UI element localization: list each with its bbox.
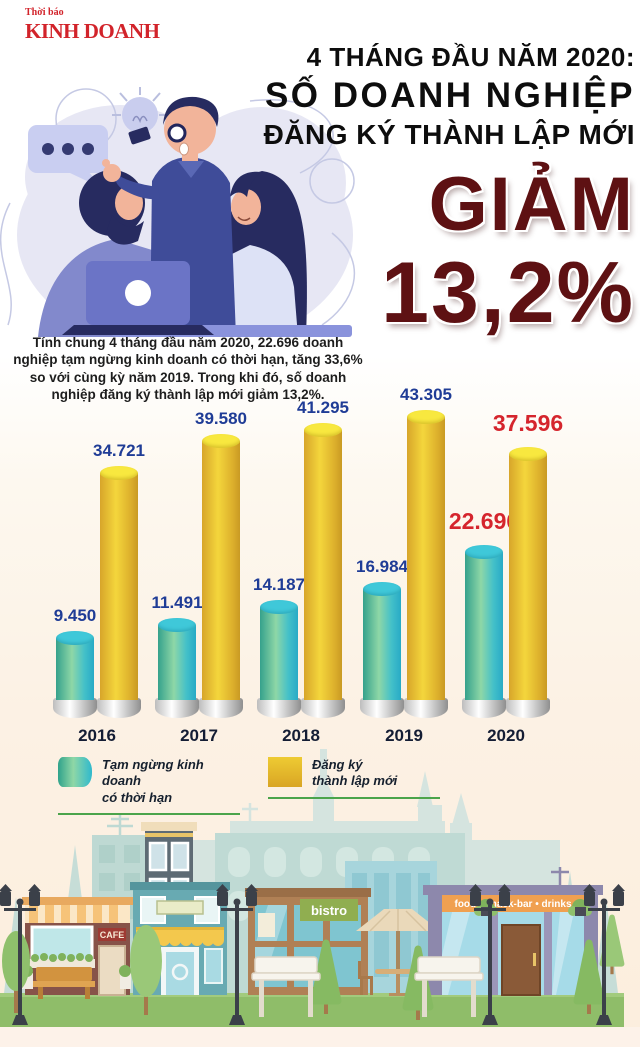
value-label-teal-2016: 9.450 [53,606,97,625]
legend-label-registered: Đăng ký thành lập mới [312,757,398,789]
legend-item-suspended: Tạm ngừng kinh doanh có thời hạn [58,757,240,815]
speech-bubble-icon [28,125,108,189]
bar-top-ellipse [304,423,342,437]
lightbulb-icon [112,87,168,145]
menu-poster [258,913,275,937]
value-label-teal-2017: 11.491 [151,593,203,612]
bistro-building: bistro [245,888,371,995]
bar-teal-2017 [158,618,196,700]
headline-line1: 4 THÁNG ĐẦU NĂM 2020: [306,42,635,72]
bar-top-ellipse [407,410,445,424]
bar-pedestal-2016-yellow [97,698,141,718]
bar-pedestal-2020-teal [462,698,506,718]
bar-teal-2020 [465,545,503,700]
legend-item-registered: Đăng ký thành lập mới [268,757,440,799]
bistro-sign-text: bistro [311,903,347,918]
headline-emphasis-value: 13,2% [381,245,635,342]
woman-right [211,171,307,337]
bar-pedestal-2020-yellow [506,698,550,718]
sidewalk [0,1027,640,1047]
bar-chart: 9.450 34.721 2016 11.491 39.580 2017 14.187 41.… [0,385,640,752]
city-illustration: CAFE [0,749,640,1047]
restaurant-door [161,947,199,995]
intro-paragraph: Tính chung 4 tháng đầu năm 2020, 22.696 … [13,335,363,402]
bar-yellow-2018 [304,423,342,700]
bar-top-ellipse [509,447,547,461]
legend-label-suspended: Tạm ngừng kinh doanh có thời hạn [102,757,204,805]
bar-teal-2018 [260,600,298,700]
value-label-yellow-2020: 37.596 [492,410,564,436]
cafe-building: CAFE [21,897,133,999]
bistro-sign [300,899,358,921]
value-label-teal-2018: 14.187 [253,575,305,594]
cafe-sign-text: CAFE [100,930,125,940]
team-illustration [0,87,356,337]
bar-top-ellipse [100,466,138,480]
x-axis-label-2017: 2017 [180,726,218,745]
headline-line3: ĐĂNG KÝ THÀNH LẬP MỚI [263,119,635,150]
bar-top-ellipse [465,545,503,559]
x-axis-label-2016: 2016 [78,726,116,745]
headline: 4 THÁNG ĐẦU NĂM 2020: SỐ DOANH NGHIỆP ĐĂ… [263,42,635,342]
bar-yellow-2020 [509,447,547,700]
publisher-logo: Thời báo KINH DOANH [25,7,160,44]
bar-teal-2016 [56,631,94,700]
bar-top-ellipse [56,631,94,645]
legend-swatch-teal [58,757,92,787]
trees [2,914,625,1020]
bar-pedestal-2016-teal [53,698,97,718]
value-label-yellow-2017: 39.580 [195,409,247,428]
laptop [62,261,214,335]
cafe-sign [98,928,126,941]
x-axis-label-2019: 2019 [385,726,423,745]
bar-top-ellipse [158,618,196,632]
headline-line2: SỐ DOANH NGHIỆP [264,76,635,115]
value-label-teal-2019: 16.984 [356,557,408,576]
bar-pedestal-2017-yellow [199,698,243,718]
bar-teal-2019 [363,582,401,700]
wooden-bench [33,967,95,999]
value-label-yellow-2016: 34.721 [93,441,145,460]
x-axis-label-2018: 2018 [282,726,320,745]
bar-top-ellipse [202,434,240,448]
logo-tagline: Thời báo [25,7,64,18]
bar-pedestal-2018-teal [257,698,301,718]
restaurant-plaque [156,900,204,915]
value-label-teal-2020: 22.696 [448,508,520,534]
legend-swatch-yellow [268,757,302,787]
restaurant-awning [136,927,224,946]
x-axis-label-2020: 2020 [487,726,525,745]
bar-top-ellipse [363,582,401,596]
patio-set [356,909,440,996]
bar-pedestal-2019-yellow [404,698,448,718]
headline-emphasis-word: GIẢM [428,162,635,247]
value-label-yellow-2019: 43.305 [400,385,452,404]
logo-title: KINH DOANH [25,19,160,43]
bar-pedestal-2019-teal [360,698,404,718]
snackbar-sign-text: food • snack-bar • drinks [454,899,571,910]
bar-top-ellipse [260,600,298,614]
bar-yellow-2017 [202,434,240,700]
bar-yellow-2019 [407,410,445,700]
bar-pedestal-2017-teal [155,698,199,718]
bar-yellow-2016 [100,466,138,700]
bar-pedestal-2018-yellow [301,698,345,718]
value-label-yellow-2018: 41.295 [297,398,349,417]
